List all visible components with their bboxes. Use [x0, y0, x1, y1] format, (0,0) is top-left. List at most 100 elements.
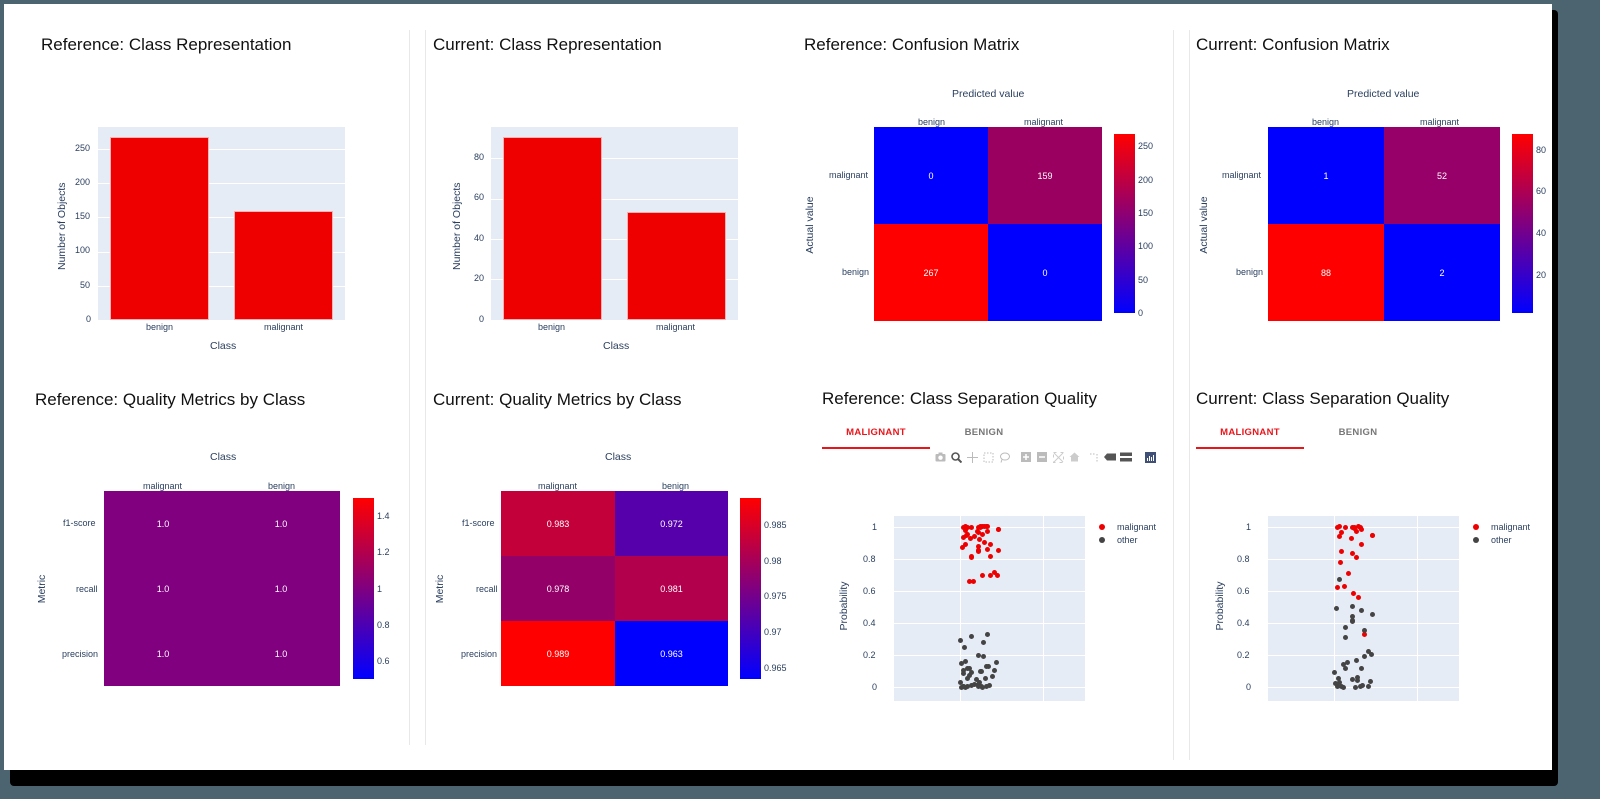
scatter-point-other[interactable]	[968, 682, 974, 688]
scatter-point-other[interactable]	[963, 659, 968, 665]
scatter-point-other[interactable]	[971, 682, 977, 688]
scatter-point-other[interactable]	[1332, 669, 1338, 675]
scatter-point-malignant[interactable]	[987, 554, 993, 560]
scatter-point-other[interactable]	[1349, 614, 1355, 620]
scatter-point-malignant[interactable]	[992, 570, 998, 576]
scatter-point-other[interactable]	[1359, 665, 1365, 671]
scatter-point-other[interactable]	[976, 653, 982, 659]
scatter-point-malignant[interactable]	[979, 532, 985, 538]
scatter-point-malignant[interactable]	[1343, 525, 1349, 531]
legend-item-malignant[interactable]: malignant	[1099, 520, 1156, 533]
scatter-point-other[interactable]	[1337, 680, 1342, 686]
scatter-plot-area[interactable]	[1268, 516, 1459, 701]
heatmap-cell[interactable]: 0.983	[501, 491, 615, 556]
heatmap-cell[interactable]: 1.0	[104, 556, 222, 621]
scatter-point-other[interactable]	[1337, 576, 1343, 582]
scatter-point-other[interactable]	[985, 632, 991, 638]
scatter-point-other[interactable]	[1355, 674, 1361, 680]
scatter-point-other[interactable]	[981, 654, 987, 660]
heatmap-cell[interactable]: 0	[874, 127, 988, 224]
heatmap-cell[interactable]: 52	[1384, 127, 1500, 224]
scatter-point-malignant[interactable]	[972, 533, 978, 539]
scatter-point-malignant[interactable]	[995, 573, 1001, 579]
heatmap-cell[interactable]: 1	[1268, 127, 1384, 224]
scatter-point-malignant[interactable]	[1354, 529, 1360, 535]
scatter-point-malignant[interactable]	[966, 578, 972, 584]
scatter-point-malignant[interactable]	[1338, 560, 1344, 566]
scatter-point-other[interactable]	[977, 669, 983, 675]
bar-malignant[interactable]	[627, 212, 726, 320]
scatter-point-other[interactable]	[1354, 657, 1360, 663]
scatter-point-malignant[interactable]	[962, 527, 968, 533]
scatter-point-other[interactable]	[964, 675, 970, 681]
heatmap-cell[interactable]: 1.0	[104, 491, 222, 556]
tab-benign[interactable]: BENIGN	[1338, 427, 1378, 438]
scatter-point-other[interactable]	[1355, 678, 1361, 684]
scatter-point-malignant[interactable]	[982, 540, 988, 546]
scatter-point-other[interactable]	[982, 675, 988, 681]
scatter-point-other[interactable]	[975, 684, 981, 690]
scatter-point-malignant[interactable]	[969, 525, 975, 531]
box-select-icon[interactable]	[982, 451, 994, 463]
heatmap-cell[interactable]: 0.989	[501, 621, 615, 686]
scatter-point-malignant[interactable]	[963, 541, 969, 547]
heatmap-cell[interactable]: 1.0	[222, 621, 340, 686]
zoom-in-icon[interactable]	[1020, 451, 1032, 463]
scatter-point-malignant[interactable]	[1355, 524, 1361, 530]
scatter-plot-area[interactable]	[894, 516, 1085, 701]
scatter-point-other[interactable]	[1338, 683, 1344, 689]
scatter-point-malignant[interactable]	[1339, 530, 1345, 535]
zoom-out-icon[interactable]	[1036, 451, 1048, 463]
scatter-point-other[interactable]	[969, 670, 975, 676]
tab-malignant[interactable]: MALIGNANT	[822, 421, 930, 449]
scatter-point-malignant[interactable]	[1358, 527, 1364, 533]
heatmap-cell[interactable]: 1.0	[222, 491, 340, 556]
heatmap-cell[interactable]: 0	[988, 224, 1102, 321]
scatter-point-other[interactable]	[1370, 612, 1376, 618]
heatmap-cell[interactable]: 1.0	[222, 556, 340, 621]
scatter-point-malignant[interactable]	[964, 533, 970, 539]
scatter-point-malignant[interactable]	[961, 534, 967, 540]
scatter-point-malignant[interactable]	[976, 548, 982, 554]
scatter-point-malignant[interactable]	[976, 536, 982, 542]
scatter-point-malignant[interactable]	[1335, 584, 1341, 590]
scatter-point-other[interactable]	[986, 683, 992, 689]
reset-axes-icon[interactable]	[1068, 451, 1080, 463]
heatmap-cell[interactable]: 0.981	[615, 556, 728, 621]
scatter-point-other[interactable]	[1342, 624, 1348, 630]
scatter-point-malignant[interactable]	[988, 542, 994, 548]
scatter-point-malignant[interactable]	[1341, 584, 1347, 590]
scatter-point-other[interactable]	[1365, 683, 1371, 689]
scatter-point-malignant[interactable]	[987, 572, 993, 578]
confusion-heatmap[interactable]: 0 159 267 0	[874, 127, 1102, 321]
scatter-point-other[interactable]	[1350, 603, 1355, 609]
scatter-point-malignant[interactable]	[965, 525, 971, 531]
scatter-point-malignant[interactable]	[996, 527, 1002, 533]
quality-heatmap[interactable]: 0.983 0.972 0.978 0.981 0.989 0.963	[501, 491, 728, 686]
camera-icon[interactable]	[934, 451, 946, 463]
scatter-point-other[interactable]	[974, 677, 980, 683]
scatter-point-other[interactable]	[962, 685, 968, 691]
scatter-point-malignant[interactable]	[980, 524, 986, 530]
scatter-point-other[interactable]	[993, 660, 999, 666]
scatter-point-other[interactable]	[1333, 605, 1339, 611]
scatter-point-malignant[interactable]	[1351, 525, 1357, 531]
scatter-point-malignant[interactable]	[1346, 570, 1352, 576]
scatter-point-malignant[interactable]	[1336, 533, 1342, 539]
scatter-point-other[interactable]	[1332, 680, 1338, 686]
lasso-icon[interactable]	[998, 451, 1010, 463]
bar-benign[interactable]	[503, 137, 602, 320]
hover-compare-icon[interactable]	[1120, 451, 1132, 463]
scatter-point-other[interactable]	[1369, 651, 1375, 657]
scatter-point-malignant[interactable]	[1358, 541, 1364, 547]
scatter-point-other[interactable]	[1361, 627, 1367, 633]
scatter-point-other[interactable]	[961, 645, 967, 651]
legend-item-other[interactable]: other	[1099, 533, 1156, 546]
scatter-point-other[interactable]	[961, 667, 967, 673]
scatter-point-other[interactable]	[981, 639, 987, 645]
scatter-point-malignant[interactable]	[984, 528, 990, 534]
bar-plot-area[interactable]	[491, 127, 738, 320]
scatter-point-malignant[interactable]	[1349, 551, 1355, 557]
heatmap-cell[interactable]: 267	[874, 224, 988, 321]
scatter-point-malignant[interactable]	[1356, 594, 1362, 600]
